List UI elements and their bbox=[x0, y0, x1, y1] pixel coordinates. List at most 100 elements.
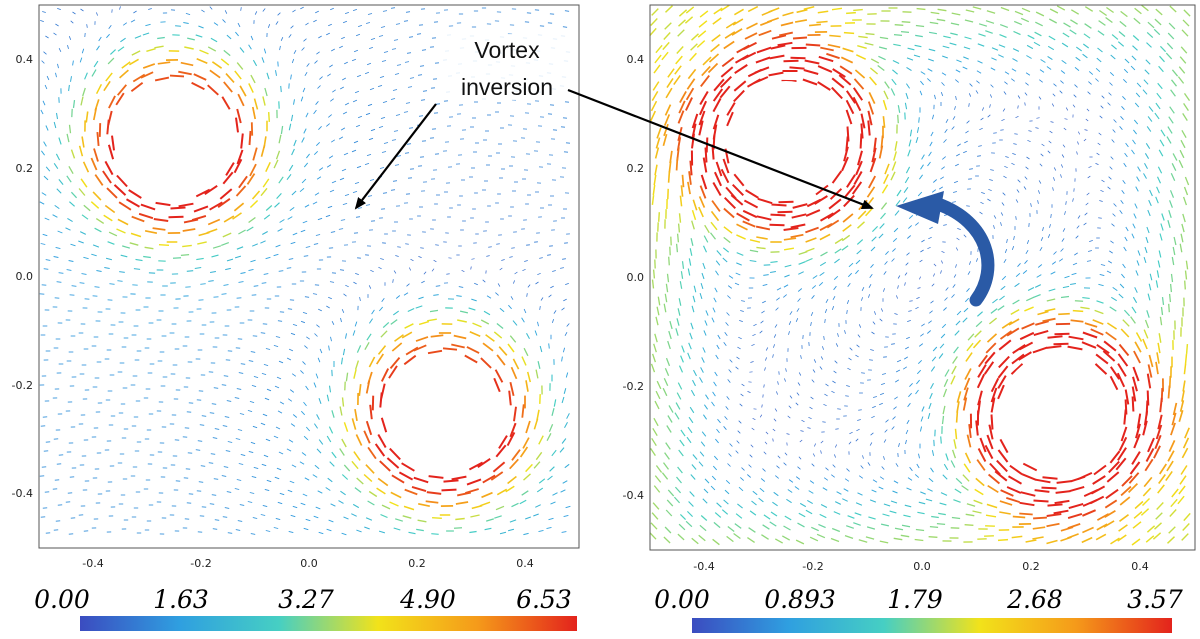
velocity-vector bbox=[1182, 19, 1190, 27]
velocity-vector bbox=[292, 232, 298, 236]
velocity-vector bbox=[340, 490, 346, 496]
velocity-vector bbox=[901, 524, 911, 528]
velocity-vector bbox=[1087, 250, 1093, 252]
velocity-vector bbox=[1168, 210, 1172, 218]
velocity-vector bbox=[769, 521, 777, 527]
velocity-vector bbox=[789, 395, 793, 399]
velocity-vector bbox=[521, 317, 525, 323]
velocity-vector bbox=[239, 413, 245, 415]
velocity-vector bbox=[1167, 32, 1175, 40]
velocity-vector bbox=[823, 403, 827, 407]
velocity-vector bbox=[919, 174, 923, 180]
velocity-vector bbox=[1184, 176, 1190, 186]
velocity-vector bbox=[1067, 512, 1083, 520]
velocity-vector bbox=[1136, 82, 1142, 88]
velocity-vector bbox=[883, 456, 885, 460]
velocity-vector bbox=[772, 428, 776, 432]
velocity-vector bbox=[365, 112, 371, 116]
velocity-vector bbox=[942, 156, 946, 160]
velocity-vector bbox=[111, 135, 115, 151]
velocity-vector bbox=[66, 175, 72, 183]
velocity-vector bbox=[393, 130, 399, 132]
velocity-vector bbox=[355, 124, 361, 128]
velocity-vector bbox=[1157, 484, 1165, 494]
velocity-vector bbox=[1171, 69, 1179, 77]
velocity-vector bbox=[345, 284, 349, 288]
velocity-vector bbox=[1136, 413, 1142, 429]
velocity-vector bbox=[344, 61, 348, 65]
velocity-vector bbox=[862, 455, 864, 459]
velocity-vector bbox=[1118, 524, 1128, 532]
velocity-vector bbox=[507, 343, 515, 353]
velocity-vector bbox=[1032, 526, 1046, 530]
velocity-vector bbox=[820, 504, 828, 508]
velocity-vector bbox=[867, 101, 875, 115]
velocity-vector bbox=[1094, 309, 1104, 315]
velocity-vector bbox=[713, 171, 723, 187]
velocity-vector bbox=[525, 463, 533, 473]
velocity-vector bbox=[965, 130, 969, 134]
velocity-vector bbox=[915, 528, 925, 532]
velocity-vector bbox=[455, 517, 465, 521]
velocity-vector bbox=[839, 65, 853, 75]
velocity-vector bbox=[299, 461, 305, 465]
velocity-vector bbox=[395, 295, 401, 299]
velocity-vector bbox=[712, 114, 720, 130]
velocity-vector bbox=[1121, 475, 1133, 487]
velocity-vector bbox=[339, 406, 343, 416]
velocity-vector bbox=[92, 107, 98, 121]
velocity-vector bbox=[1143, 329, 1149, 339]
velocity-vector bbox=[811, 526, 819, 532]
velocity-vector bbox=[678, 523, 686, 531]
velocity-vector bbox=[968, 93, 972, 97]
velocity-vector bbox=[790, 233, 804, 239]
velocity-vector bbox=[1119, 20, 1127, 28]
velocity-vector bbox=[247, 409, 253, 413]
velocity-vector bbox=[1081, 536, 1093, 544]
velocity-vector bbox=[928, 236, 932, 240]
velocity-vector bbox=[1133, 119, 1139, 125]
velocity-vector bbox=[755, 56, 771, 64]
velocity-vector bbox=[514, 271, 518, 275]
velocity-vector bbox=[318, 167, 324, 171]
velocity-vector bbox=[906, 419, 910, 425]
velocity-vector bbox=[872, 405, 876, 409]
velocity-vector bbox=[286, 173, 292, 181]
velocity-vector bbox=[353, 369, 357, 379]
velocity-vector bbox=[300, 410, 306, 416]
velocity-vector bbox=[1038, 96, 1042, 100]
velocity-vector bbox=[1002, 108, 1006, 112]
velocity-vector bbox=[331, 180, 337, 184]
velocity-vector bbox=[691, 305, 695, 313]
velocity-vector bbox=[1082, 53, 1088, 59]
velocity-vector bbox=[712, 391, 716, 397]
velocity-vector bbox=[513, 406, 517, 422]
velocity-vector bbox=[1111, 34, 1119, 40]
velocity-vector bbox=[743, 199, 759, 209]
velocity-vector bbox=[688, 258, 692, 266]
velocity-vector bbox=[118, 201, 132, 211]
velocity-vector bbox=[753, 323, 757, 327]
velocity-vector bbox=[1123, 309, 1131, 317]
velocity-vector bbox=[191, 81, 205, 91]
velocity-vector bbox=[316, 176, 322, 180]
velocity-vector bbox=[81, 214, 89, 220]
velocity-vector bbox=[239, 504, 245, 506]
velocity-vector bbox=[378, 126, 384, 128]
velocity-vector bbox=[650, 18, 658, 26]
velocity-vector bbox=[381, 60, 387, 62]
velocity-vector bbox=[711, 401, 715, 407]
velocity-vector bbox=[252, 147, 258, 161]
velocity-vector bbox=[897, 105, 901, 113]
velocity-vector bbox=[318, 35, 322, 39]
velocity-vector bbox=[212, 437, 218, 439]
velocity-vector bbox=[914, 44, 922, 48]
velocity-vector bbox=[905, 166, 911, 174]
velocity-vector bbox=[119, 271, 125, 273]
velocity-vector bbox=[496, 354, 506, 366]
velocity-vector bbox=[93, 148, 99, 162]
velocity-vector bbox=[1070, 282, 1076, 286]
velocity-vector bbox=[240, 133, 244, 149]
velocity-vector bbox=[80, 96, 84, 106]
velocity-vector bbox=[688, 501, 694, 507]
